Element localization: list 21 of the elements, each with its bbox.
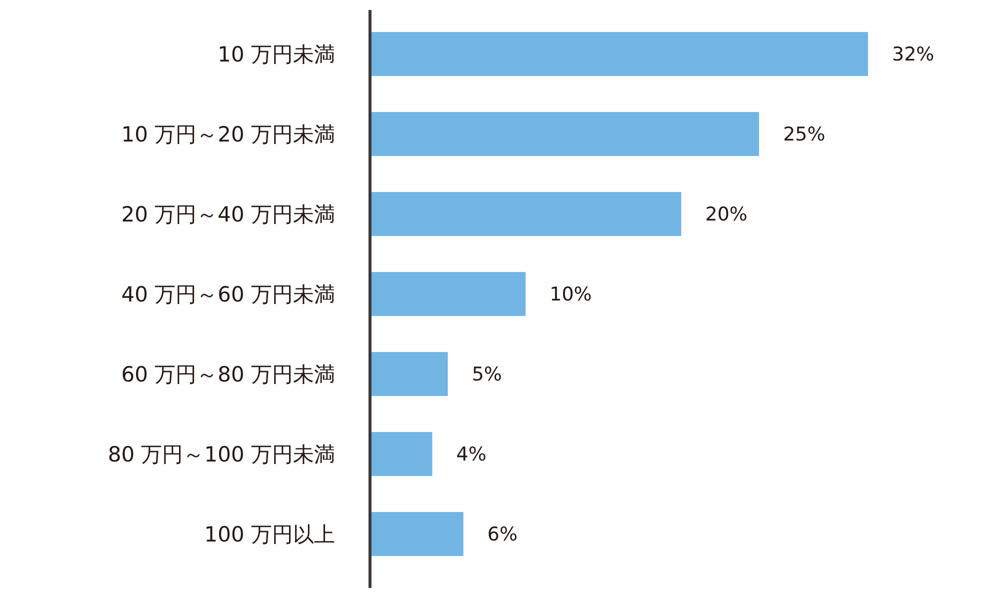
data-label: 32% bbox=[892, 44, 934, 66]
y-tick-label: 80 万円～100 万円未満 bbox=[108, 442, 335, 466]
bar bbox=[370, 112, 760, 156]
y-tick-label: 20 万円～40 万円未満 bbox=[121, 202, 335, 226]
bar bbox=[370, 192, 682, 236]
y-tick-label: 40 万円～60 万円未満 bbox=[121, 282, 335, 306]
bar bbox=[370, 272, 526, 316]
y-tick-label: 100 万円以上 bbox=[204, 522, 335, 546]
data-label: 5% bbox=[472, 364, 502, 386]
bar bbox=[370, 32, 868, 76]
data-label: 4% bbox=[456, 444, 486, 466]
bar bbox=[370, 512, 464, 556]
data-label: 10% bbox=[550, 284, 592, 306]
y-tick-label: 10 万円～20 万円未満 bbox=[121, 122, 335, 146]
y-tick-label: 10 万円未満 bbox=[218, 42, 335, 66]
data-label: 6% bbox=[487, 524, 518, 546]
y-tick-label: 60 万円～80 万円未満 bbox=[121, 362, 335, 386]
bar bbox=[370, 432, 432, 476]
data-label: 25% bbox=[783, 124, 826, 146]
bar bbox=[370, 352, 448, 396]
data-label: 20% bbox=[705, 204, 748, 226]
